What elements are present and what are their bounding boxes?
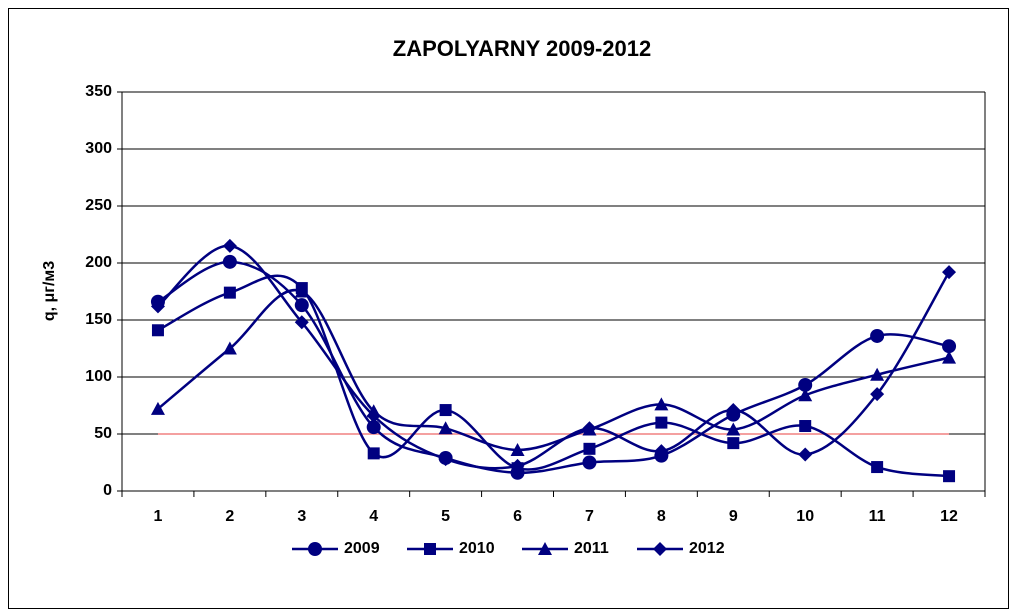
y-tick-label: 150 — [85, 311, 112, 328]
data-point — [870, 328, 885, 343]
x-tick-label: 9 — [729, 508, 738, 525]
data-point — [727, 437, 740, 450]
x-tick-label: 6 — [513, 508, 522, 525]
x-tick-label: 3 — [297, 508, 306, 525]
data-point — [150, 299, 165, 314]
data-point — [294, 298, 309, 313]
data-point — [151, 324, 164, 337]
x-tick-label: 11 — [869, 508, 886, 525]
data-point — [798, 377, 813, 392]
data-point — [438, 421, 453, 435]
data-point — [222, 341, 237, 355]
data-point — [654, 444, 669, 459]
data-point — [150, 401, 165, 415]
data-point — [870, 367, 885, 381]
x-tick-label: 8 — [657, 508, 666, 525]
data-point — [655, 416, 668, 429]
data-point — [223, 286, 236, 299]
x-tick-label: 7 — [585, 508, 594, 525]
data-point — [438, 452, 453, 467]
data-point — [726, 403, 741, 418]
x-tick-label: 1 — [154, 508, 163, 525]
legend-marker — [653, 542, 667, 556]
data-point — [366, 420, 381, 435]
data-point — [222, 238, 237, 253]
x-tick-label: 10 — [796, 508, 814, 525]
data-point — [510, 458, 525, 473]
data-point — [439, 404, 452, 417]
chart-title: ZAPOLYARNY 2009-2012 — [393, 36, 651, 61]
data-point — [726, 422, 741, 436]
y-tick-label: 100 — [85, 368, 112, 385]
data-point — [222, 254, 237, 269]
x-tick-label: 2 — [225, 508, 234, 525]
data-point — [943, 470, 956, 483]
data-point — [798, 447, 813, 462]
data-point — [942, 339, 957, 354]
legend-marker — [424, 543, 436, 555]
legend-label: 2010 — [459, 540, 495, 557]
data-point — [582, 421, 597, 436]
data-point — [799, 420, 812, 433]
legend-label: 2011 — [574, 540, 609, 557]
legend-marker — [308, 542, 322, 556]
y-tick-label: 50 — [94, 425, 112, 442]
data-point — [871, 461, 884, 474]
y-tick-label: 200 — [85, 254, 112, 271]
data-point — [942, 350, 957, 364]
data-point — [942, 265, 957, 280]
data-point — [294, 315, 309, 330]
data-point — [798, 388, 813, 402]
data-point — [870, 387, 885, 402]
series-line — [157, 244, 951, 470]
chart-frame — [8, 8, 1009, 609]
legend-label: 2009 — [344, 540, 380, 557]
y-tick-label: 350 — [85, 83, 112, 100]
legend-label: 2012 — [689, 540, 725, 557]
data-point — [367, 447, 380, 460]
data-point — [583, 442, 596, 455]
x-tick-label: 5 — [441, 508, 450, 525]
data-point — [654, 397, 669, 411]
y-tick-label: 300 — [85, 140, 112, 157]
y-axis-label: q, μг/м3 — [41, 261, 58, 321]
data-point — [582, 455, 597, 470]
x-tick-label: 12 — [940, 508, 958, 525]
x-tick-label: 4 — [369, 508, 378, 525]
legend-marker — [538, 542, 552, 555]
data-point — [366, 408, 381, 423]
y-tick-label: 250 — [85, 197, 112, 214]
data-point — [294, 284, 309, 298]
data-point — [510, 442, 525, 456]
y-tick-label: 0 — [103, 482, 112, 499]
